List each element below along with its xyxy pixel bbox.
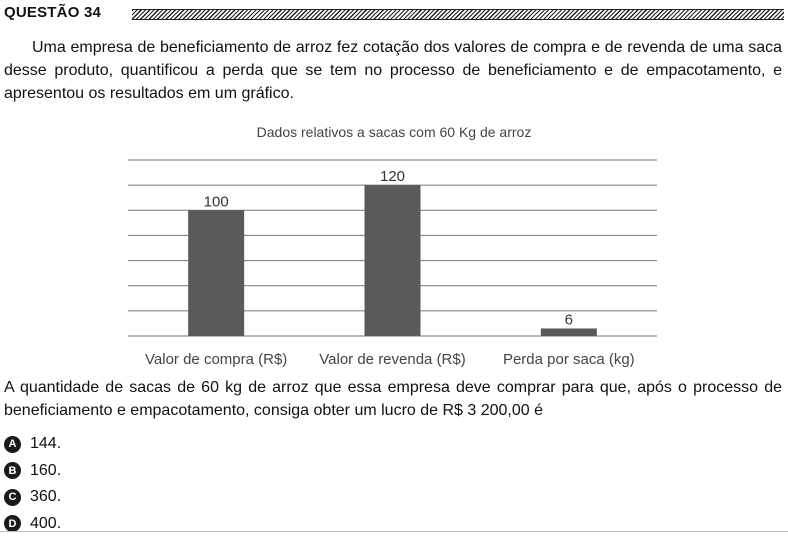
data-label: 6 [565,311,573,328]
data-label: 120 [380,168,405,185]
data-label: 100 [204,193,229,210]
category-label: Perda por saca (kg) [503,351,635,368]
option-c-badge: C [4,489,21,506]
question-text: A quantidade de sacas de 60 kg de arroz … [4,376,782,422]
chart-title: Dados relativos a sacas com 60 Kg de arr… [0,124,788,140]
option-b-badge: B [4,462,21,479]
question-intro: Uma empresa de beneficiamento de arroz f… [4,36,782,105]
option-a-text: 144. [30,435,61,453]
option-a[interactable]: A 144. [4,431,61,458]
option-c-text: 360. [30,488,61,506]
bottom-rule [0,531,788,532]
option-b[interactable]: B 160. [4,458,61,485]
bar [541,328,597,336]
header-hatch-divider [132,9,784,20]
bar [365,185,421,336]
option-a-badge: A [4,436,21,453]
option-b-text: 160. [30,462,61,480]
question-number: QUESTÃO 34 [4,3,101,23]
option-d[interactable]: D 400. [4,511,61,537]
category-label: Valor de revenda (R$) [319,351,465,368]
option-d-badge: D [4,515,21,532]
category-label: Valor de compra (R$) [145,351,287,368]
answer-options: A 144. B 160. C 360. D 400. [4,431,61,537]
question-header: QUESTÃO 34 [4,3,784,23]
bar-chart: 100 Valor de compra (R$) 120 Valor de reven… [0,150,788,370]
bar [188,210,244,336]
option-c[interactable]: C 360. [4,484,61,511]
